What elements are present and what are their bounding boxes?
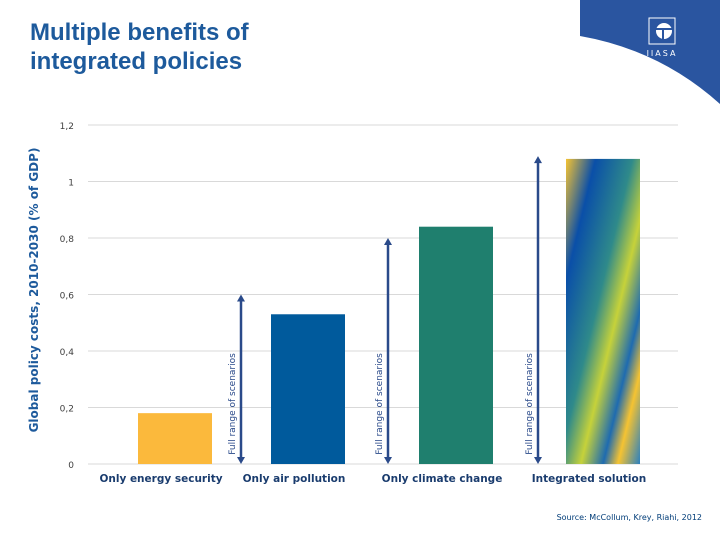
iiasa-logo: IIASA (647, 17, 678, 58)
range-label: Full range of scenarios (525, 353, 535, 455)
y-tick-label: 0,6 (60, 292, 75, 302)
range-label: Full range of scenarios (228, 353, 238, 455)
x-tick-label: Integrated solution (532, 473, 646, 485)
iiasa-header-banner: IIASA (580, 0, 720, 104)
x-tick-label: Only climate change (382, 473, 503, 485)
source-note: Source: McCollum, Krey, Riahi, 2012 (556, 513, 702, 522)
bar (138, 413, 212, 464)
arrow-head-down-icon (237, 457, 245, 464)
arrow-head-down-icon (534, 457, 542, 464)
bar (566, 158, 640, 464)
y-tick-label: 1 (68, 179, 74, 189)
x-tick-label: Only energy security (99, 473, 222, 485)
y-tick-label: 0,8 (60, 235, 75, 245)
x-tick-label: Only air pollution (243, 473, 346, 485)
range-label: Full range of scenarios (375, 353, 385, 455)
y-tick-label: 0 (68, 461, 74, 471)
arrow-head-up-icon (237, 294, 245, 302)
arrow-head-down-icon (384, 457, 392, 464)
arrow-head-up-icon (534, 156, 542, 164)
y-tick-label: 1,2 (60, 122, 74, 132)
y-axis-label: Global policy costs, 2010-2030 (% of GDP… (27, 148, 41, 433)
svg-text:IIASA: IIASA (647, 49, 678, 58)
bar (419, 226, 493, 464)
y-tick-label: 0,4 (60, 348, 75, 358)
y-tick-label: 0,2 (60, 405, 74, 415)
bar (271, 314, 345, 464)
slide-title: Multiple benefits of integrated policies (30, 19, 249, 75)
arrow-head-up-icon (384, 238, 392, 245)
